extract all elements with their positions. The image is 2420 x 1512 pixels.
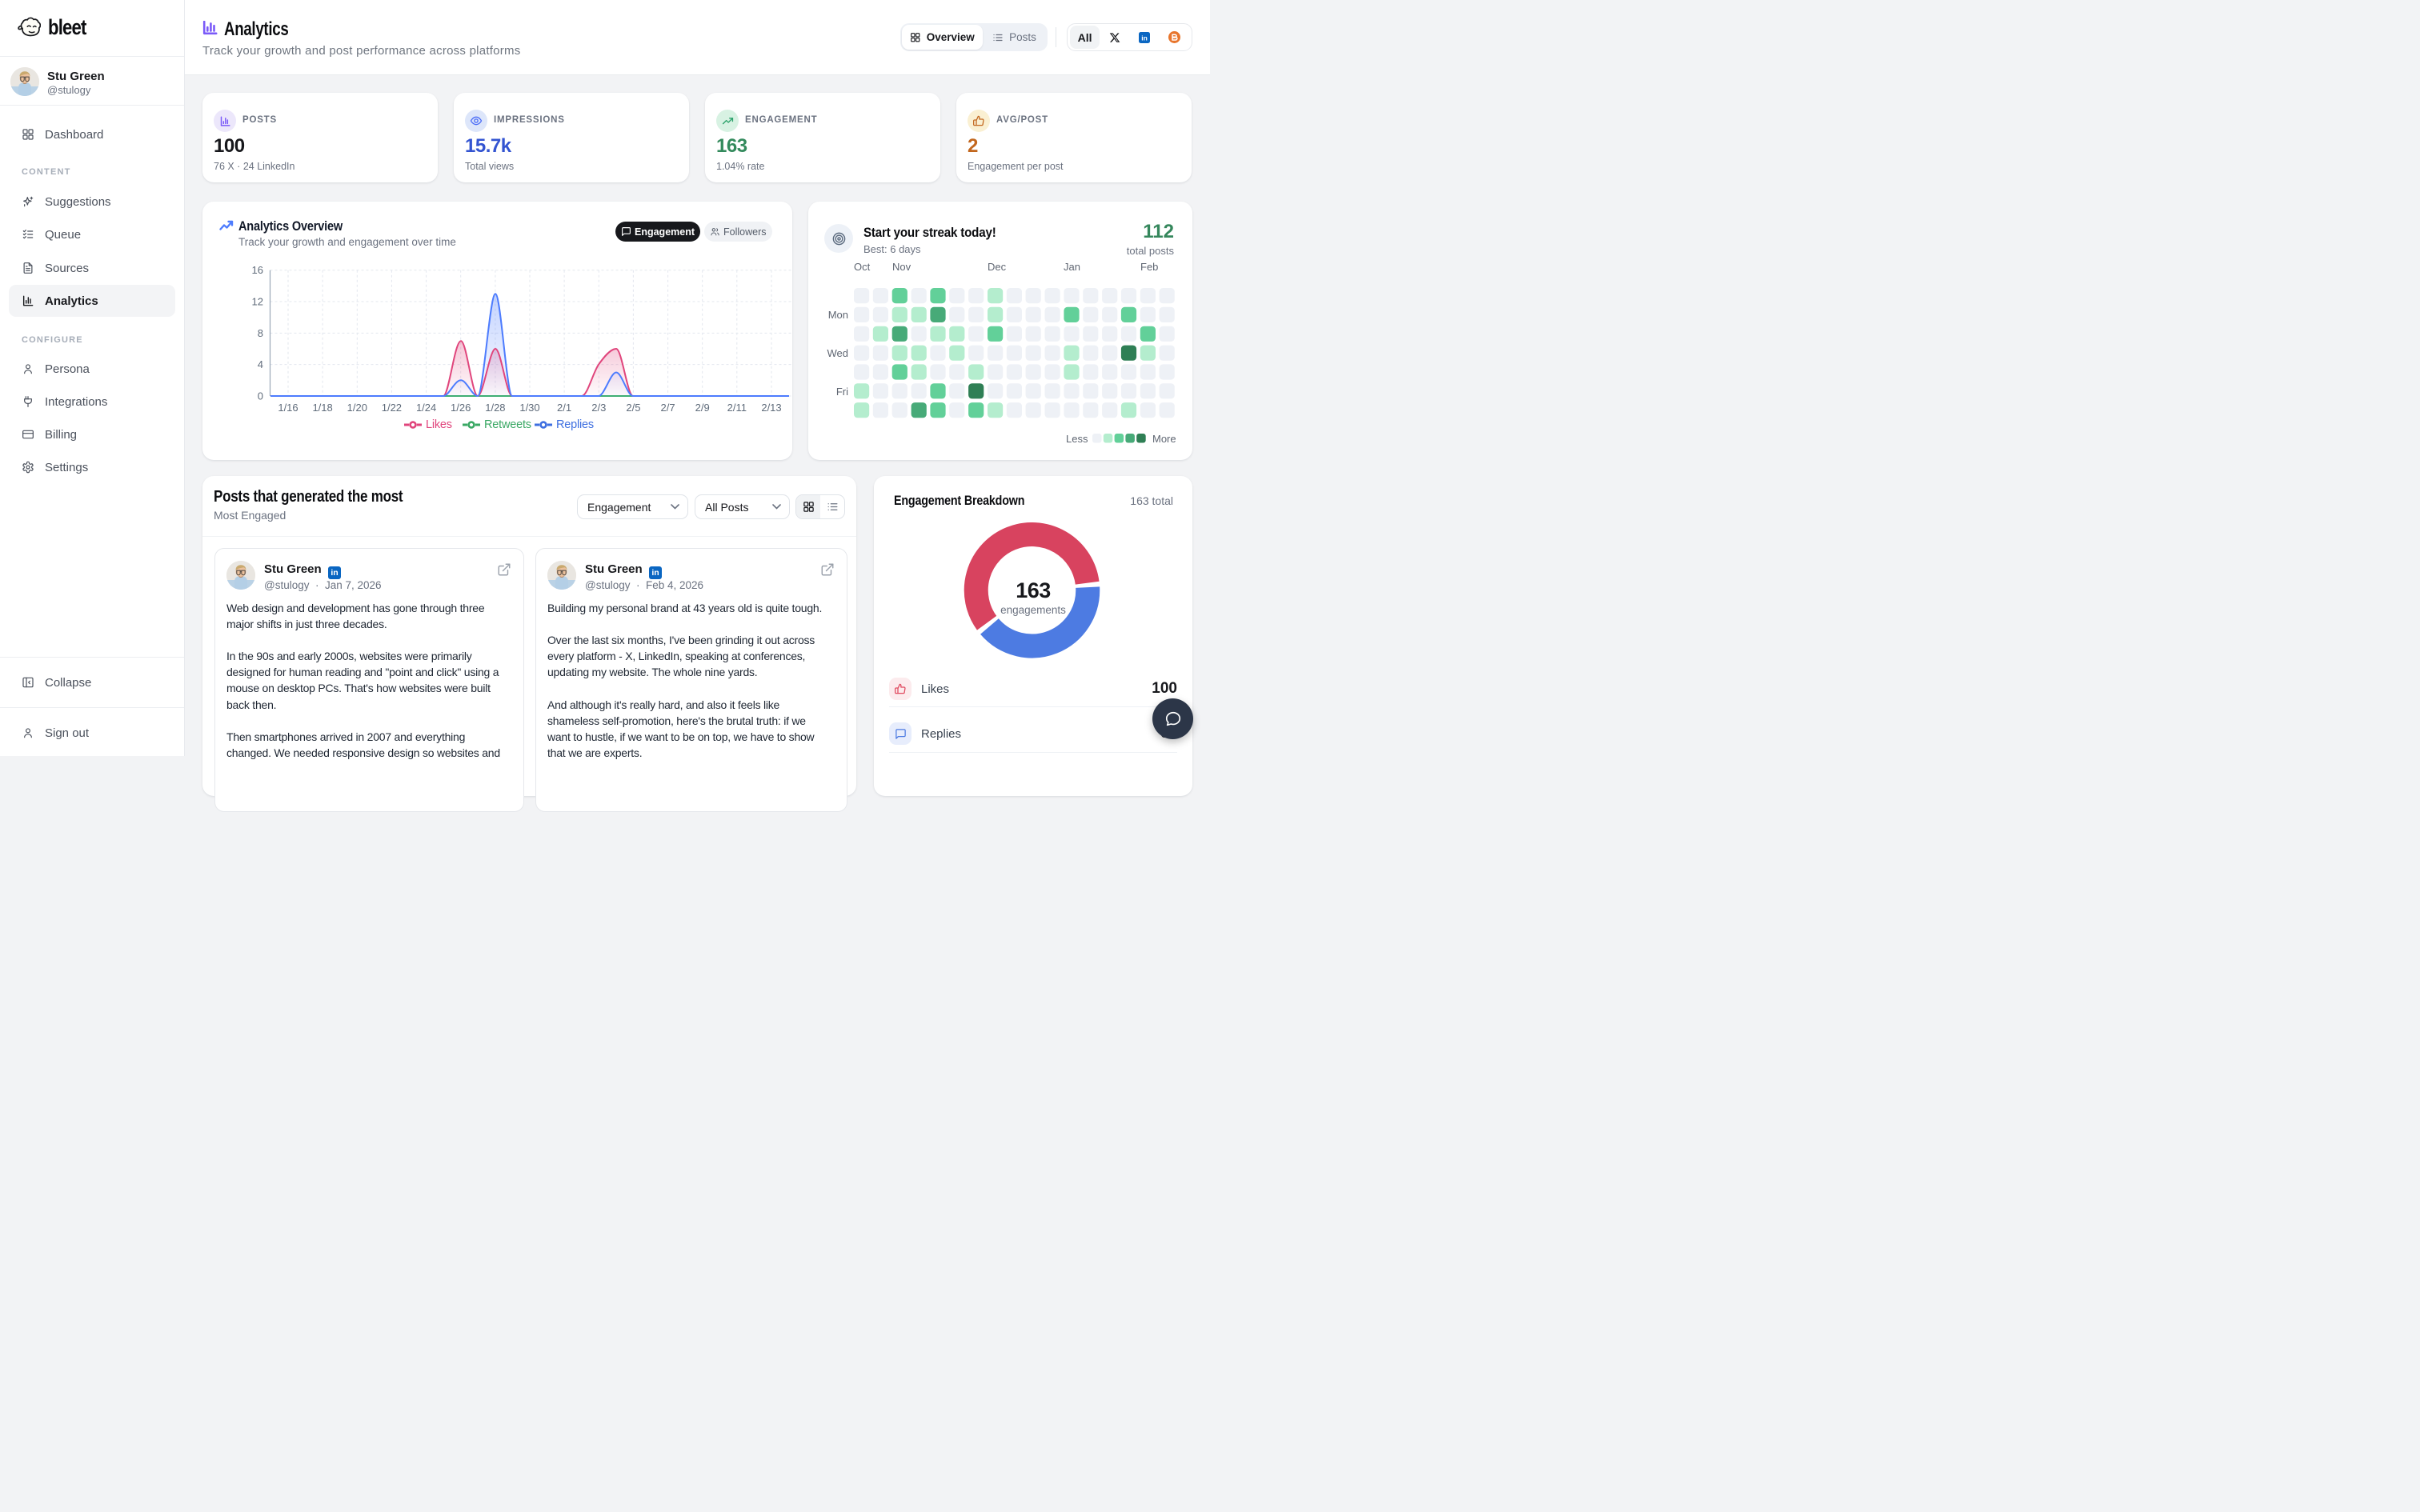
svg-text:2/5: 2/5 [626, 402, 640, 414]
svg-text:1/24: 1/24 [416, 402, 436, 414]
svg-text:8: 8 [258, 327, 263, 339]
svg-text:1/26: 1/26 [451, 402, 471, 414]
svg-text:4: 4 [258, 358, 263, 370]
svg-text:1/18: 1/18 [312, 402, 332, 414]
svg-text:2/7: 2/7 [661, 402, 675, 414]
svg-text:2/13: 2/13 [761, 402, 781, 414]
svg-text:2/3: 2/3 [591, 402, 606, 414]
svg-text:2/1: 2/1 [557, 402, 571, 414]
svg-text:2/11: 2/11 [727, 402, 747, 414]
svg-text:1/16: 1/16 [278, 402, 298, 414]
svg-text:1/20: 1/20 [347, 402, 367, 414]
svg-text:12: 12 [252, 296, 263, 308]
svg-text:1/30: 1/30 [519, 402, 539, 414]
svg-text:2/9: 2/9 [695, 402, 710, 414]
svg-text:1/28: 1/28 [485, 402, 505, 414]
svg-text:in: in [1141, 34, 1148, 42]
svg-text:0: 0 [258, 390, 263, 402]
svg-text:16: 16 [252, 264, 263, 276]
svg-text:1/22: 1/22 [382, 402, 402, 414]
